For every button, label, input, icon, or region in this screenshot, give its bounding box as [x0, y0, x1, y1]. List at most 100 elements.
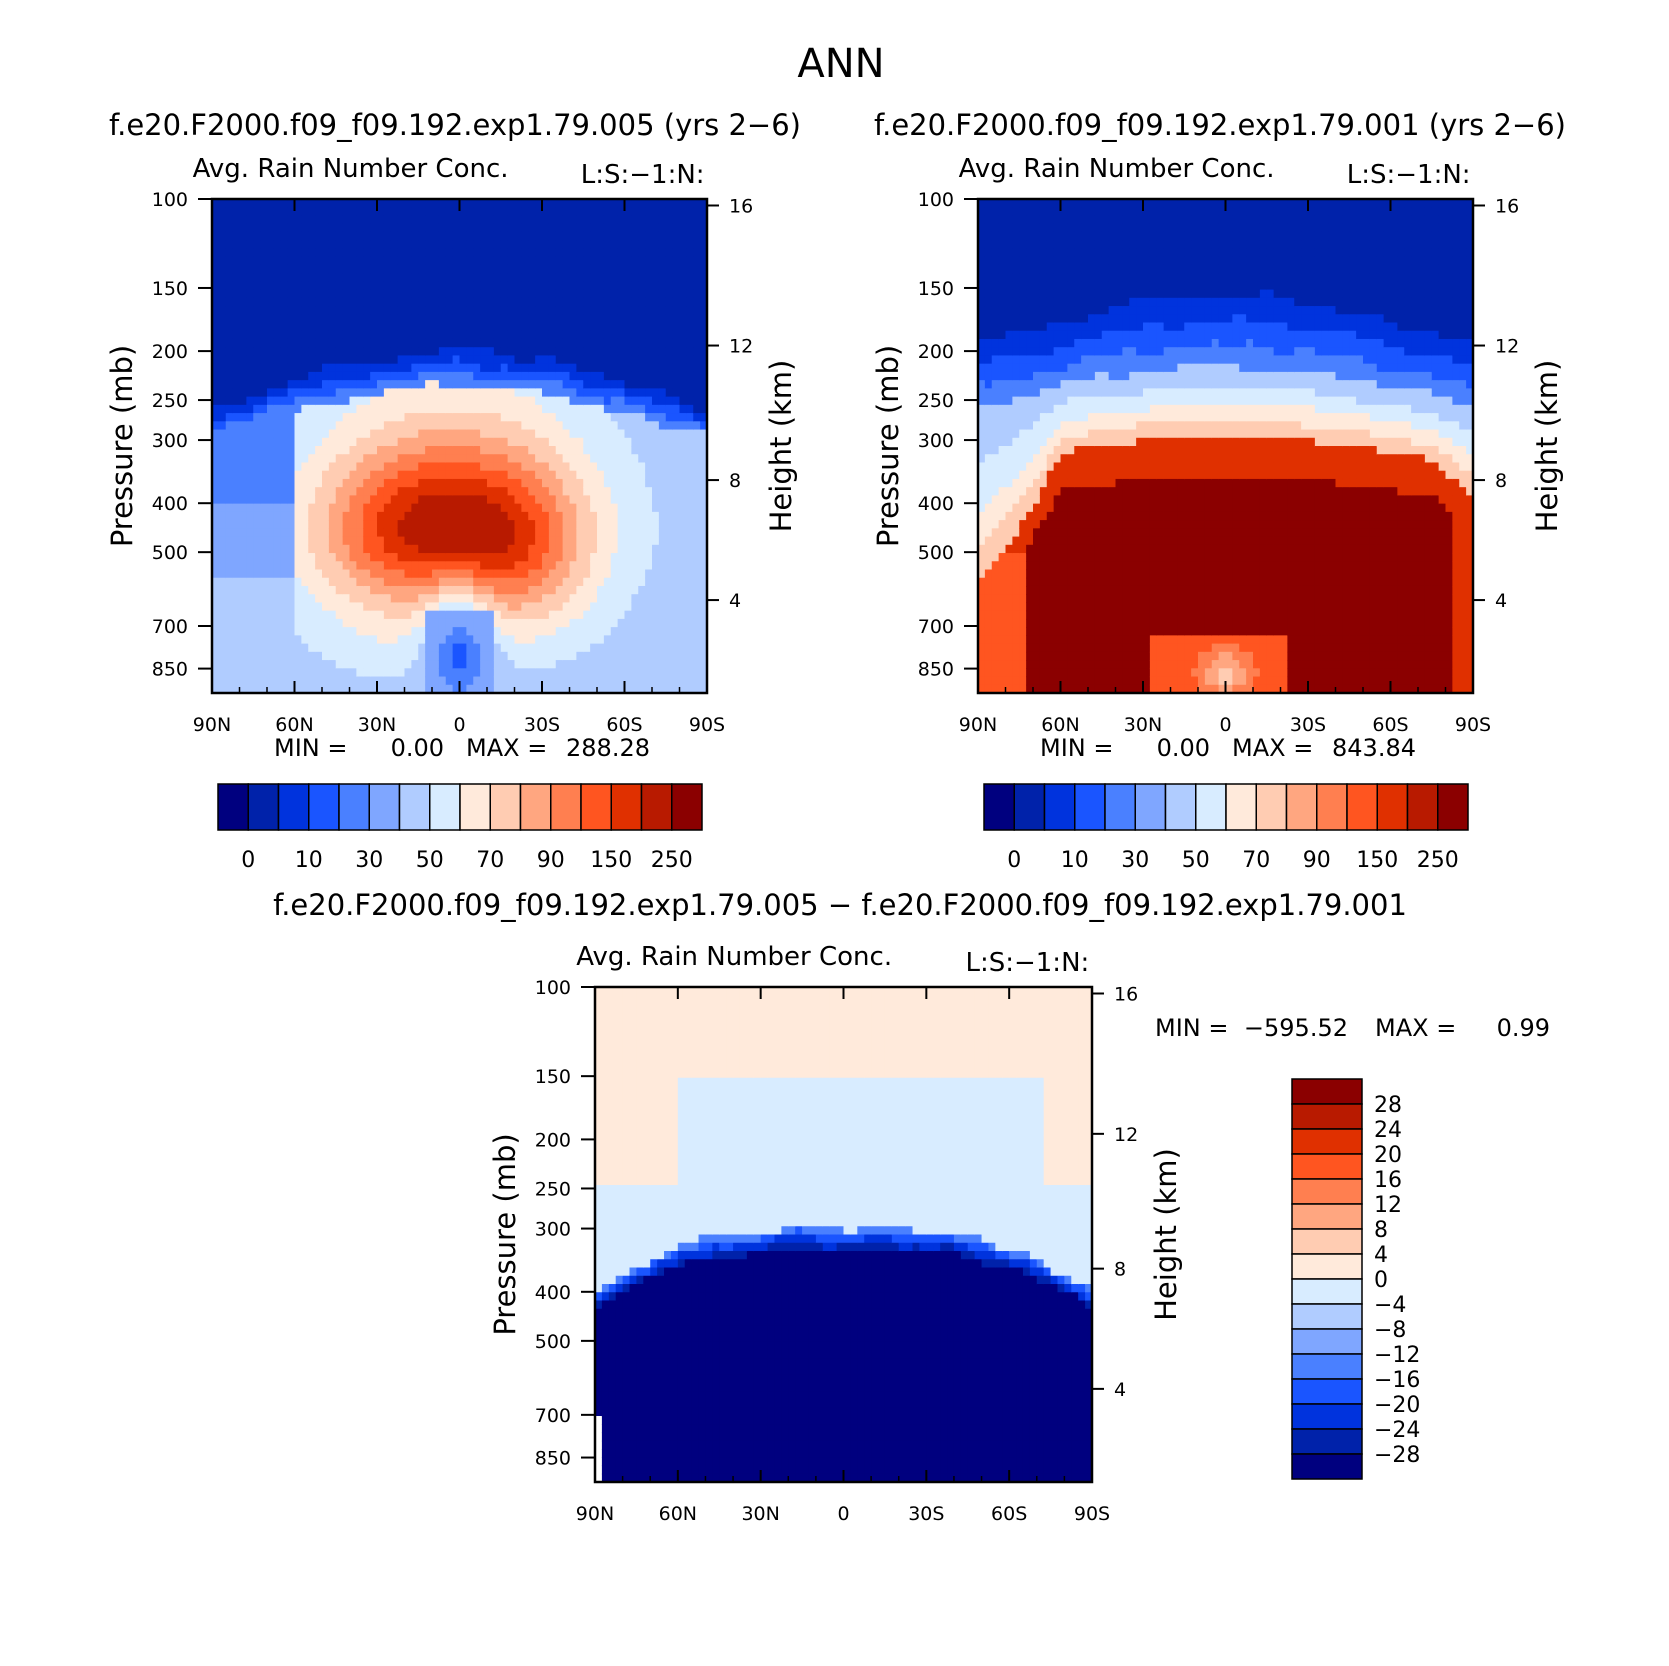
heatmap-cell — [473, 380, 481, 389]
heatmap-cell — [260, 281, 268, 291]
heatmap-cell — [998, 281, 1007, 291]
heatmap-cell — [273, 314, 282, 324]
heatmap-cell — [267, 273, 275, 282]
heatmap-cell — [473, 585, 481, 595]
heatmap-cell — [555, 396, 564, 406]
heatmap-cell — [452, 553, 461, 562]
heatmap-cell — [665, 207, 674, 217]
heatmap-cell — [1019, 281, 1027, 291]
heatmap-cell — [998, 371, 1007, 381]
heatmap-cell — [370, 569, 378, 579]
heatmap-cell — [425, 569, 433, 579]
heatmap-cell — [218, 577, 227, 587]
heatmap-cell — [212, 240, 220, 249]
heatmap-cell — [328, 256, 337, 266]
heatmap-cell — [638, 207, 646, 217]
heatmap-cell — [452, 478, 461, 488]
heatmap-cell — [370, 478, 378, 488]
heatmap-cell — [377, 446, 385, 455]
heatmap-cell — [383, 338, 392, 348]
heatmap-cell — [672, 223, 681, 233]
heatmap-cell — [500, 199, 509, 208]
heatmap-cell — [1039, 454, 1048, 464]
heatmap-cell — [500, 470, 509, 480]
heatmap-cell — [665, 487, 674, 496]
heatmap-cell — [438, 495, 447, 505]
heatmap-cell — [418, 561, 426, 571]
heatmap-cell — [521, 388, 529, 398]
heatmap-cell — [645, 561, 653, 571]
heatmap-cell — [493, 602, 502, 612]
heatmap-cell — [493, 330, 502, 340]
y-tick-label: 500 — [152, 542, 188, 564]
heatmap-cell — [590, 240, 598, 249]
heatmap-cell — [672, 306, 681, 315]
heatmap-cell — [542, 544, 550, 554]
heatmap-cell — [260, 660, 268, 669]
heatmap-cell — [617, 314, 626, 324]
heatmap-cell — [370, 199, 378, 208]
heatmap-cell — [397, 462, 406, 472]
heatmap-cell — [438, 413, 447, 422]
heatmap-cell — [438, 330, 447, 340]
heatmap-cell — [1005, 297, 1013, 307]
heatmap-cell — [542, 643, 550, 653]
heatmap-cell — [693, 437, 701, 447]
heatmap-cell — [287, 660, 296, 669]
heatmap-cell — [652, 413, 660, 422]
heatmap-cell — [603, 231, 612, 241]
heatmap-cell — [617, 338, 626, 348]
heatmap-cell — [528, 330, 536, 340]
heatmap-cell — [280, 281, 289, 291]
heatmap-cell — [528, 610, 536, 620]
heatmap-cell — [315, 470, 323, 480]
heatmap-cell — [576, 338, 584, 348]
heatmap-cell — [225, 404, 234, 414]
heatmap-cell — [377, 511, 385, 521]
heatmap-cell — [253, 281, 261, 291]
heatmap-cell — [445, 355, 454, 365]
heatmap-cell — [672, 487, 681, 496]
heatmap-cell — [672, 297, 681, 307]
heatmap-cell — [998, 610, 1007, 620]
heatmap-cell — [349, 355, 357, 365]
heatmap-cell — [411, 289, 419, 299]
heatmap-cell — [335, 322, 344, 332]
heatmap-cell — [335, 660, 344, 669]
heatmap-cell — [672, 585, 681, 595]
heatmap-cell — [658, 347, 667, 357]
heatmap-cell — [294, 495, 302, 505]
heatmap-cell — [658, 281, 667, 291]
heatmap-cell — [555, 404, 564, 414]
heatmap-cell — [665, 223, 674, 233]
heatmap-cell — [562, 544, 571, 554]
heatmap-cell — [583, 643, 591, 653]
heatmap-cell — [658, 470, 667, 480]
heatmap-cell — [404, 528, 412, 538]
heatmap-cell — [569, 544, 577, 554]
heatmap-cell — [218, 388, 227, 398]
heatmap-cell — [597, 528, 605, 538]
heatmap-cell — [487, 618, 495, 628]
heatmap-cell — [562, 322, 571, 332]
heatmap-cell — [576, 421, 584, 431]
heatmap-cell — [280, 676, 289, 686]
heatmap-cell — [514, 306, 522, 315]
heatmap-cell — [267, 199, 275, 208]
min-label: MIN = — [274, 734, 347, 762]
heatmap-cell — [239, 363, 247, 373]
heatmap-cell — [480, 561, 488, 571]
heatmap-cell — [404, 388, 412, 398]
heatmap-cell — [555, 388, 564, 398]
heatmap-cell — [521, 462, 529, 472]
heatmap-cell — [645, 306, 653, 315]
heatmap-cell — [418, 487, 426, 496]
heatmap-cell — [1033, 396, 1041, 406]
heatmap-cell — [1019, 264, 1027, 274]
heatmap-cell — [377, 355, 385, 365]
heatmap-cell — [686, 544, 694, 554]
heatmap-cell — [597, 676, 605, 686]
heatmap-cell — [239, 668, 247, 678]
heatmap-cell — [287, 338, 296, 348]
heatmap-cell — [1033, 470, 1041, 480]
